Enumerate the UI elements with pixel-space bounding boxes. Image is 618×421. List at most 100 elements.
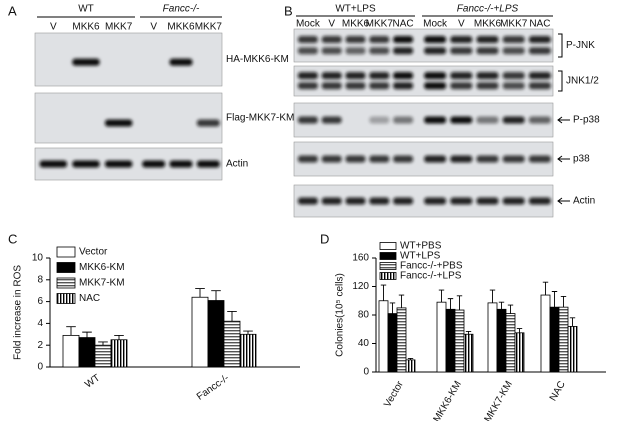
error-bar (542, 281, 549, 296)
band (345, 155, 366, 163)
group-header: Fancc-/-+LPS (457, 4, 519, 15)
y-axis-label: Fold increase in ROS (13, 265, 24, 360)
row-label: Actin (573, 196, 595, 207)
bar (558, 306, 569, 373)
panel-label: A (8, 3, 17, 18)
panel-label: B (284, 3, 293, 18)
lane-label: Mock (423, 19, 448, 30)
band (72, 58, 100, 66)
band (450, 197, 473, 205)
error-bar (560, 296, 567, 308)
band (321, 155, 342, 163)
group-header: WT (78, 4, 94, 15)
error-bar (82, 331, 92, 338)
band (369, 72, 390, 80)
legend-label: MKK6-KM (79, 262, 125, 273)
lane-label: MKK6 (342, 19, 370, 30)
error-bar (398, 294, 405, 308)
band (450, 36, 473, 44)
error-bar (98, 341, 108, 346)
bar (505, 313, 516, 373)
y-tick-label: 4 (37, 318, 43, 329)
band (502, 72, 525, 80)
band (502, 197, 525, 205)
error-bar (380, 284, 387, 301)
error-bar (438, 289, 445, 303)
band (450, 116, 473, 124)
band (104, 160, 133, 168)
blot-strip (293, 65, 554, 97)
band (393, 82, 414, 90)
band (345, 72, 366, 80)
band (393, 197, 414, 205)
band (424, 155, 447, 163)
band (450, 155, 473, 163)
lane-label: MKK7 (366, 19, 394, 30)
bar (223, 320, 241, 368)
bar (405, 359, 416, 373)
band (369, 116, 390, 124)
band (424, 82, 447, 90)
legend-swatch (56, 277, 76, 289)
band (196, 119, 220, 127)
error-bar (489, 289, 496, 303)
bar (514, 332, 525, 373)
bar (445, 308, 456, 373)
error-bar (507, 304, 514, 314)
bar (62, 334, 80, 368)
band (321, 72, 342, 80)
legend-swatch (379, 272, 397, 280)
legend-label: WT+PBS (400, 241, 442, 252)
error-bar (498, 301, 505, 310)
error-bar (227, 310, 237, 322)
band (142, 160, 166, 168)
bar (78, 337, 96, 368)
lane-label: NAC (393, 19, 414, 30)
x-tick-label: Vector (382, 379, 406, 410)
band (424, 47, 447, 55)
band (321, 47, 342, 55)
bar (567, 325, 578, 373)
lane-label: MKK7 (500, 19, 528, 30)
x-tick-label: WT (83, 373, 102, 391)
band (424, 72, 447, 80)
band (104, 119, 133, 127)
row-label: P-p38 (573, 115, 600, 126)
blot-strip (34, 32, 223, 87)
y-tick-label: 6 (37, 296, 43, 307)
x-tick-label: MKK7-KM (483, 379, 515, 421)
error-bar (456, 295, 463, 311)
band (476, 72, 499, 80)
lane-label: V (150, 22, 157, 33)
y-tick-label: 8 (37, 274, 43, 285)
legend-label: MKK7-KM (79, 278, 125, 289)
band (297, 197, 318, 205)
bar (436, 301, 447, 373)
band (321, 82, 342, 90)
band (321, 197, 342, 205)
row-label: Actin (226, 159, 248, 170)
legend-swatch (56, 293, 76, 304)
group-header: Fancc-/- (163, 4, 200, 15)
group-header: WT+LPS (335, 4, 376, 15)
band (476, 36, 499, 44)
legend-swatch (379, 252, 397, 260)
error-bar (66, 326, 76, 336)
bar (454, 309, 465, 373)
lane-label: Mock (296, 19, 321, 30)
legend-label: NAC (79, 293, 100, 304)
lane-label: NAC (529, 19, 550, 30)
error-bar (516, 328, 523, 333)
lane-label: MKK6 (167, 22, 195, 33)
arrow (557, 116, 570, 124)
lane-label: MKK7 (195, 22, 223, 33)
band (502, 116, 525, 124)
band (450, 72, 473, 80)
band (450, 47, 473, 55)
legend-swatch (379, 262, 397, 270)
row-label: p38 (573, 154, 590, 165)
band (424, 197, 447, 205)
band (424, 36, 447, 44)
legend-swatch (379, 242, 397, 250)
